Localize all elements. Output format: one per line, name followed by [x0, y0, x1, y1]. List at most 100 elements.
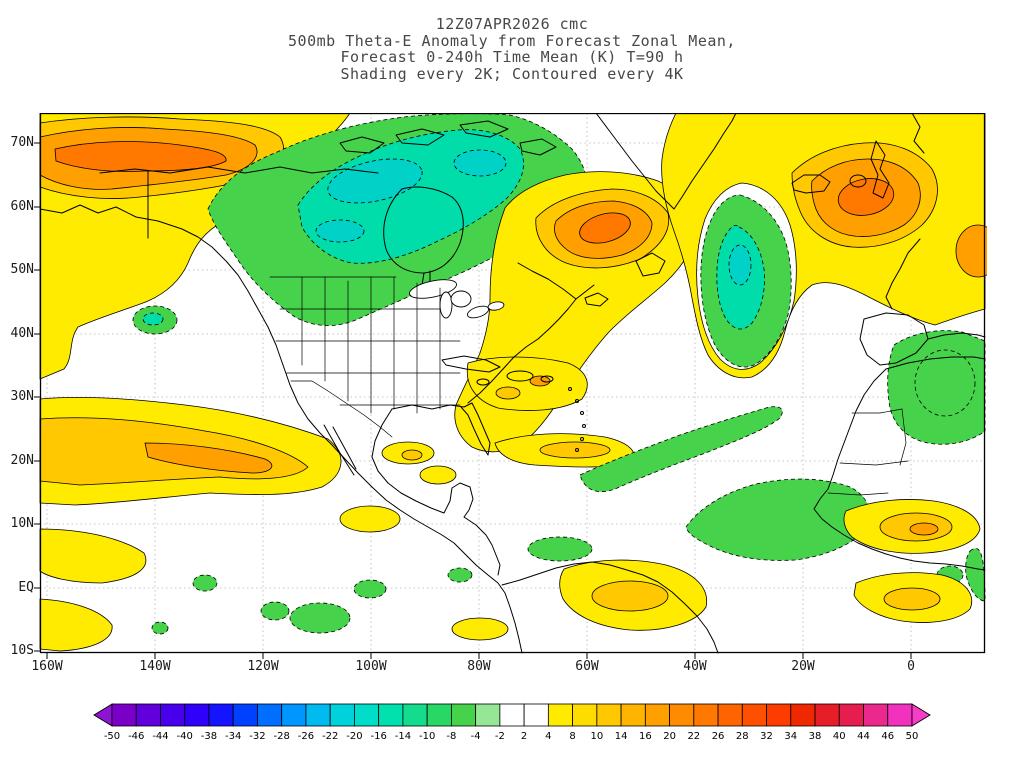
- colorbar-arrow: [911, 703, 931, 727]
- lat-label: 60N: [10, 199, 34, 214]
- colorbar-tick-label: -16: [370, 731, 386, 742]
- coast-mexico-gulf: [371, 408, 501, 576]
- colorbar-tick-label: -2: [495, 731, 505, 742]
- colorbar-cell: [257, 703, 283, 727]
- anomaly-small-green-5: [447, 567, 473, 583]
- colorbar-tick-label: 22: [687, 731, 700, 742]
- colorbar-cell: [402, 703, 428, 727]
- africa-country-borders: [827, 408, 909, 496]
- colorbar-tick-label: 2: [521, 731, 527, 742]
- anomaly-pacific-orange-core: [144, 442, 273, 474]
- coast-africa-west: [813, 368, 986, 571]
- anomaly-nwafrica-inner-contour: [914, 349, 976, 417]
- colorbar-cell: [305, 703, 331, 727]
- colorbar-tick-label: -4: [471, 731, 481, 742]
- coastlines: [39, 112, 986, 654]
- nova-scotia: [584, 292, 609, 307]
- colorbar-cell: [766, 703, 792, 727]
- map-frame: [34, 112, 986, 659]
- colorbar-tick-label: 40: [833, 731, 846, 742]
- france-coast: [885, 238, 921, 310]
- colorbar-cell: [741, 703, 767, 727]
- colorbar-cell: [160, 703, 186, 727]
- anomaly-brazil-gold: [591, 580, 669, 612]
- anomaly-nwafrica-green: [887, 330, 986, 445]
- colorbar-cell: [693, 703, 719, 727]
- colorbar-tick-label: -8: [446, 731, 456, 742]
- anomaly-wafrica-orange-1: [909, 522, 939, 536]
- title-forecast-line: Forecast 0-240h Time Mean (K) T=90 h: [340, 48, 684, 66]
- iceland: [791, 174, 831, 194]
- map-canvas: [34, 112, 1001, 659]
- colorbar-cell: [135, 703, 161, 727]
- lat-label: 20N: [10, 453, 34, 468]
- anomaly-wafrica-gold-2: [883, 587, 941, 611]
- colorbar-tick-label: 20: [663, 731, 676, 742]
- lon-label: 100W: [355, 659, 387, 674]
- colorbar-tick-label: 26: [712, 731, 725, 742]
- colorbar-tick-label: -40: [177, 731, 193, 742]
- colorbar-cell: [644, 703, 670, 727]
- title-run-line: 12Z07APR2026 cmc: [435, 15, 589, 33]
- colorbar-cell: [790, 703, 816, 727]
- anomaly-midatlantic-teal-core: [728, 244, 752, 286]
- colorbar-tick-label: -26: [298, 731, 314, 742]
- lon-label: 80W: [467, 659, 491, 674]
- colorbar-cell: [426, 703, 452, 727]
- lon-label: 0: [907, 659, 915, 674]
- anomaly-centam-yellow: [339, 505, 401, 533]
- anomaly-tropical-green-band: [579, 406, 783, 492]
- anomaly-caribbean-yellow: [466, 356, 588, 411]
- colorbar-tick-label: -38: [201, 731, 217, 742]
- lat-label: 10N: [10, 516, 34, 531]
- colorbar-cell: [863, 703, 889, 727]
- anomaly-westus-cyan-spot: [142, 312, 164, 326]
- colorbar-tick-label: 10: [590, 731, 603, 742]
- plot-title-block: 12Z07APR2026 cmc 500mb Theta-E Anomaly f…: [0, 16, 1024, 82]
- colorbar-cell: [208, 703, 234, 727]
- colorbar-tick-label: -50: [104, 731, 120, 742]
- anomaly-sw-yellow-b: [39, 598, 113, 652]
- lon-label: 20W: [791, 659, 815, 674]
- colorbar-cell: [717, 703, 743, 727]
- anomaly-bottom-yellow-spot: [451, 617, 509, 641]
- anomaly-small-green-3: [151, 621, 169, 635]
- colorbar-cell: [450, 703, 477, 727]
- greenland: [595, 112, 737, 210]
- colorbar-tick-label: -22: [322, 731, 338, 742]
- colorbar-cell: [620, 703, 646, 727]
- colorbar-tick-label: -46: [128, 731, 144, 742]
- anomaly-canada-teal-core-2: [315, 219, 365, 243]
- us-state-borders: [269, 276, 461, 438]
- colorbar-tick-label: -44: [152, 731, 168, 742]
- great-lakes: [409, 279, 505, 319]
- lon-label: 140W: [139, 659, 171, 674]
- colorbar-cell: [281, 703, 307, 727]
- colorbar-tick-label: -32: [249, 731, 265, 742]
- colorbar-cell: [547, 703, 574, 727]
- colorbar: -50 -46 -44 -40 -38 -34 -32 -28 -26 -22 -20 -16 -14-…: [92, 702, 932, 746]
- lon-label: 40W: [683, 659, 707, 674]
- colorbar-tick-label: 34: [784, 731, 797, 742]
- colorbar-cell: [669, 703, 695, 727]
- coast-baja: [323, 424, 357, 476]
- colorbar-cell: [887, 703, 913, 727]
- map-panel: [32, 112, 1001, 661]
- lat-label: 50N: [10, 262, 34, 277]
- colorbar-cell: [184, 703, 210, 727]
- colorbar-cell: [378, 703, 404, 727]
- anomaly-equatorial-green-blob: [685, 478, 870, 561]
- anomaly-edge-green-sliver: [965, 548, 986, 602]
- lon-label: 60W: [575, 659, 599, 674]
- title-shading-line: Shading every 2K; Contoured every 4K: [340, 64, 684, 83]
- colorbar-tick-label: 28: [736, 731, 749, 742]
- anomaly-samerica-green: [527, 536, 593, 562]
- colorbar-cell: [475, 703, 501, 727]
- anomaly-canada-teal-core-3: [453, 149, 507, 177]
- colorbar-cell: [596, 703, 622, 727]
- lat-label: 70N: [10, 135, 34, 150]
- colorbar-tick-label: 4: [545, 731, 551, 742]
- colorbar-cell: [572, 703, 598, 727]
- colorbar-cell: [111, 703, 137, 727]
- lat-label: EQ: [18, 580, 34, 595]
